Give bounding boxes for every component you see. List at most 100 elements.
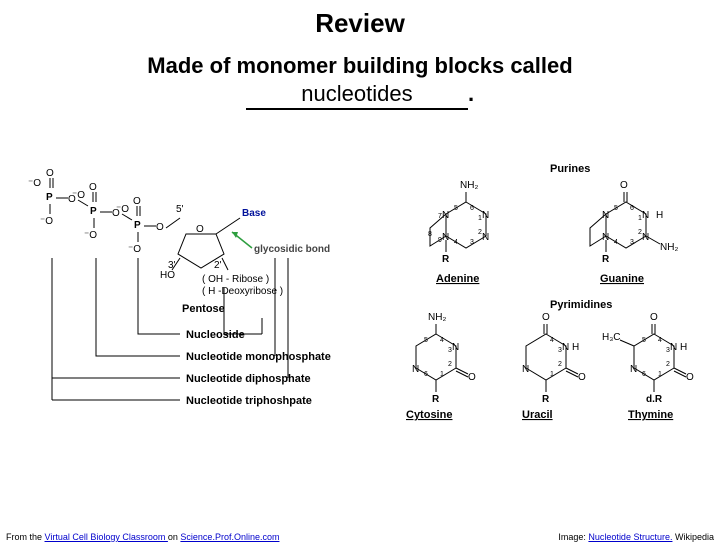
svg-text:1: 1 (440, 371, 444, 378)
svg-text:5: 5 (454, 205, 458, 212)
svg-text:O: O (620, 180, 628, 191)
footer-left: From the Virtual Cell Biology Classroom … (6, 532, 279, 542)
svg-text:O: O (89, 182, 97, 193)
svg-text:N: N (412, 364, 419, 375)
svg-text:5': 5' (176, 204, 184, 215)
footer-right: Image: Nucleotide Structure. Wikipedia (558, 532, 714, 542)
svg-text:N: N (522, 364, 529, 375)
svg-text:2': 2' (214, 260, 222, 271)
guanine-label: Guanine (600, 273, 644, 285)
svg-text:3: 3 (630, 239, 634, 246)
phosphate-group-1: P O ⁻O ⁻O O (116, 196, 164, 255)
base-label: Base (242, 208, 266, 219)
svg-text:4: 4 (454, 239, 458, 246)
svg-text:8: 8 (428, 231, 432, 238)
glycosidic-label: glycosidic bond (254, 244, 330, 255)
footer-right-suffix: Wikipedia (675, 532, 714, 542)
svg-text:5: 5 (614, 205, 618, 212)
adenine-structure: NH₂ NN NN 6 1 2 3 4 5 7 8 9 R Adenine (428, 180, 489, 285)
guanine-structure: O NH N NN NH₂ 6 1 2 3 4 5 R Guanine (590, 180, 678, 285)
svg-text:O: O (196, 224, 204, 235)
period: . (468, 81, 474, 106)
svg-text:R: R (542, 394, 550, 405)
svg-text:⁻O: ⁻O (28, 178, 41, 189)
svg-text:1: 1 (638, 215, 642, 222)
adenine-label: Adenine (436, 273, 479, 285)
svg-text:6: 6 (630, 205, 634, 212)
svg-text:P: P (134, 220, 141, 231)
svg-text:1: 1 (478, 215, 482, 222)
svg-text:4: 4 (550, 337, 554, 344)
svg-text:3: 3 (666, 347, 670, 354)
nmp-label: Nucleotide monophosphate (186, 351, 331, 363)
svg-text:2: 2 (558, 361, 562, 368)
svg-text:4: 4 (658, 337, 662, 344)
uracil-structure: O NH N O 4 3 2 1 R Uracil (522, 312, 586, 421)
svg-text:⁻O: ⁻O (40, 216, 53, 227)
svg-text:6: 6 (470, 205, 474, 212)
svg-text:O: O (468, 372, 476, 383)
svg-text:2: 2 (448, 361, 452, 368)
svg-text:N: N (602, 210, 609, 221)
footer-left-mid: on (168, 532, 181, 542)
svg-text:R: R (442, 254, 450, 265)
svg-text:N: N (670, 342, 677, 353)
svg-text:O: O (156, 222, 164, 233)
svg-text:HO: HO (160, 270, 175, 281)
svg-text:N: N (482, 232, 489, 243)
svg-text:1: 1 (658, 371, 662, 378)
svg-text:6: 6 (424, 371, 428, 378)
svg-text:P: P (46, 192, 53, 203)
svg-text:1: 1 (550, 371, 554, 378)
svg-text:⁻O: ⁻O (84, 230, 97, 241)
svg-text:3: 3 (558, 347, 562, 354)
svg-text:R: R (432, 394, 440, 405)
ndp-label: Nucleotide diphosphate (186, 373, 311, 385)
phosphate-group-3: ⁻O P O ⁻O O (28, 168, 76, 227)
svg-text:P: P (90, 206, 97, 217)
page-title: Review (0, 8, 720, 39)
svg-text:O: O (46, 168, 54, 179)
svg-text:⁻O: ⁻O (72, 190, 85, 201)
ntp-label: Nucleotide triphoshpate (186, 395, 312, 407)
svg-text:⁻O: ⁻O (116, 204, 129, 215)
uracil-label: Uracil (522, 409, 553, 421)
svg-text:NH₂: NH₂ (460, 180, 478, 191)
svg-text:O: O (650, 312, 658, 323)
svg-text:5: 5 (642, 337, 646, 344)
svg-text:H: H (572, 342, 579, 353)
thymine-structure: O NH N H₃C O 4 3 2 1 5 6 d.R Thymine (602, 312, 694, 421)
svg-text:4: 4 (440, 337, 444, 344)
svg-text:R: R (602, 254, 610, 265)
svg-text:9: 9 (438, 237, 442, 244)
svg-text:4: 4 (614, 239, 618, 246)
h-deoxyribose: ( H -Deoxyribose ) (202, 286, 283, 297)
svg-text:N: N (442, 210, 449, 221)
subtitle: Made of monomer building blocks called (0, 53, 720, 79)
footer-right-prefix: Image: (558, 532, 588, 542)
pentose-label: Pentose (182, 303, 225, 315)
svg-text:O: O (133, 196, 141, 207)
svg-text:3: 3 (448, 347, 452, 354)
footer-link-image[interactable]: Nucleotide Structure. (588, 532, 672, 542)
svg-text:d.R: d.R (646, 394, 663, 405)
footer-link-classroom[interactable]: Virtual Cell Biology Classroom (45, 532, 168, 542)
thymine-label: Thymine (628, 409, 673, 421)
svg-text:NH₂: NH₂ (660, 242, 678, 253)
svg-text:H₃C: H₃C (602, 332, 621, 343)
svg-text:H: H (680, 342, 687, 353)
svg-text:6: 6 (642, 371, 646, 378)
svg-text:O: O (578, 372, 586, 383)
phosphate-group-2: P O ⁻O ⁻O O (72, 182, 120, 241)
footer-link-site[interactable]: Science.Prof.Online.com (180, 532, 279, 542)
svg-text:N: N (482, 210, 489, 221)
cytosine-label: Cytosine (406, 409, 452, 421)
svg-text:N: N (642, 210, 649, 221)
svg-text:H: H (656, 210, 663, 221)
cytosine-structure: NH₂ N N O 4 3 2 1 6 5 R Cytosine (406, 312, 476, 421)
purines-header: Purines (550, 163, 590, 175)
footer-left-prefix: From the (6, 532, 45, 542)
nucleoside-label: Nucleoside (186, 329, 245, 341)
svg-text:N: N (452, 342, 459, 353)
svg-text:7: 7 (438, 213, 442, 220)
